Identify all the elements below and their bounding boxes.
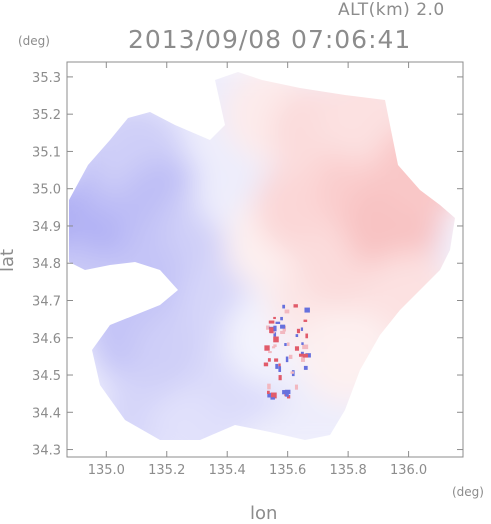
noise-speck bbox=[268, 351, 272, 354]
y-tick-label: 34.6 bbox=[32, 332, 61, 347]
noise-speckles bbox=[263, 304, 311, 400]
noise-speck bbox=[300, 327, 304, 331]
noise-speck bbox=[267, 383, 271, 390]
noise-speck bbox=[280, 324, 286, 329]
noise-speck bbox=[302, 353, 309, 358]
x-tick-label: 135.2 bbox=[148, 463, 185, 478]
x-axis-title: lon bbox=[250, 503, 278, 524]
noise-speck bbox=[267, 392, 271, 398]
noise-speck bbox=[280, 330, 286, 334]
noise-speck bbox=[294, 384, 299, 390]
noise-speck bbox=[288, 354, 293, 359]
x-tick-label: 135.0 bbox=[88, 463, 125, 478]
noise-speck bbox=[302, 344, 309, 350]
noise-speck bbox=[300, 357, 305, 362]
noise-speck bbox=[286, 395, 291, 399]
noise-speck bbox=[295, 334, 299, 338]
noise-speck bbox=[284, 343, 287, 347]
noise-speck bbox=[282, 390, 289, 395]
y-tick-label: 35.2 bbox=[32, 108, 61, 123]
noise-speck bbox=[269, 327, 274, 334]
noise-speck bbox=[271, 346, 276, 349]
y-tick-label: 35.1 bbox=[32, 145, 61, 160]
y-tick-label: 34.4 bbox=[32, 406, 61, 421]
noise-speck bbox=[284, 309, 290, 314]
noise-speck bbox=[285, 356, 289, 363]
timestamp-title: 2013/09/08 07:06:41 bbox=[128, 25, 412, 54]
noise-speck bbox=[290, 371, 294, 374]
noise-speck bbox=[303, 319, 308, 322]
noise-speck bbox=[278, 375, 282, 381]
noise-speck bbox=[266, 390, 270, 394]
x-tick-label: 135.4 bbox=[209, 463, 246, 478]
noise-speck bbox=[298, 353, 303, 357]
noise-speck bbox=[305, 353, 311, 358]
y-axis-unit: (deg) bbox=[18, 34, 50, 48]
noise-speck bbox=[303, 365, 308, 370]
noise-speck bbox=[263, 362, 269, 367]
y-tick-label: 34.7 bbox=[32, 294, 61, 309]
noise-speck bbox=[273, 336, 279, 343]
noise-speck bbox=[275, 363, 279, 369]
y-tick-label: 34.8 bbox=[32, 257, 61, 272]
noise-speck bbox=[301, 342, 304, 345]
noise-speck bbox=[268, 320, 275, 324]
altitude-label: ALT(km) 2.0 bbox=[338, 0, 445, 20]
noise-speck bbox=[267, 358, 271, 362]
noise-speck bbox=[270, 397, 275, 400]
noise-speck bbox=[273, 325, 277, 332]
noise-speck bbox=[304, 307, 310, 313]
noise-speck bbox=[294, 346, 300, 351]
noise-speck bbox=[278, 366, 282, 372]
noise-speck bbox=[296, 328, 301, 334]
noise-speck bbox=[266, 325, 270, 330]
noise-speck bbox=[305, 333, 309, 339]
x-axis-unit: (deg) bbox=[452, 485, 484, 499]
x-tick-label: 135.6 bbox=[269, 463, 306, 478]
noise-speck bbox=[293, 304, 298, 308]
noise-speck bbox=[275, 321, 281, 324]
noise-speck bbox=[270, 392, 277, 399]
noise-speck bbox=[285, 393, 289, 397]
y-tick-label: 35.3 bbox=[32, 71, 61, 86]
noise-speck bbox=[273, 344, 277, 347]
y-tick-label: 34.3 bbox=[32, 444, 61, 459]
x-tick-label: 135.8 bbox=[330, 463, 367, 478]
y-tick-label: 34.5 bbox=[32, 369, 61, 384]
noise-speck bbox=[273, 316, 276, 320]
noise-speck bbox=[280, 316, 283, 321]
y-tick-label: 34.9 bbox=[32, 220, 61, 235]
x-tick-label: 136.0 bbox=[390, 463, 427, 478]
axis-ticks: 135.0 135.2 135.4 135.6 135.8 136.0 34.3 34.4 34… bbox=[32, 62, 463, 478]
noise-speck bbox=[264, 345, 270, 351]
y-tick-label: 35.0 bbox=[32, 183, 61, 198]
noise-speck bbox=[282, 304, 286, 309]
noise-speck bbox=[287, 342, 290, 346]
noise-speck bbox=[273, 332, 277, 337]
noise-speck bbox=[274, 358, 279, 362]
